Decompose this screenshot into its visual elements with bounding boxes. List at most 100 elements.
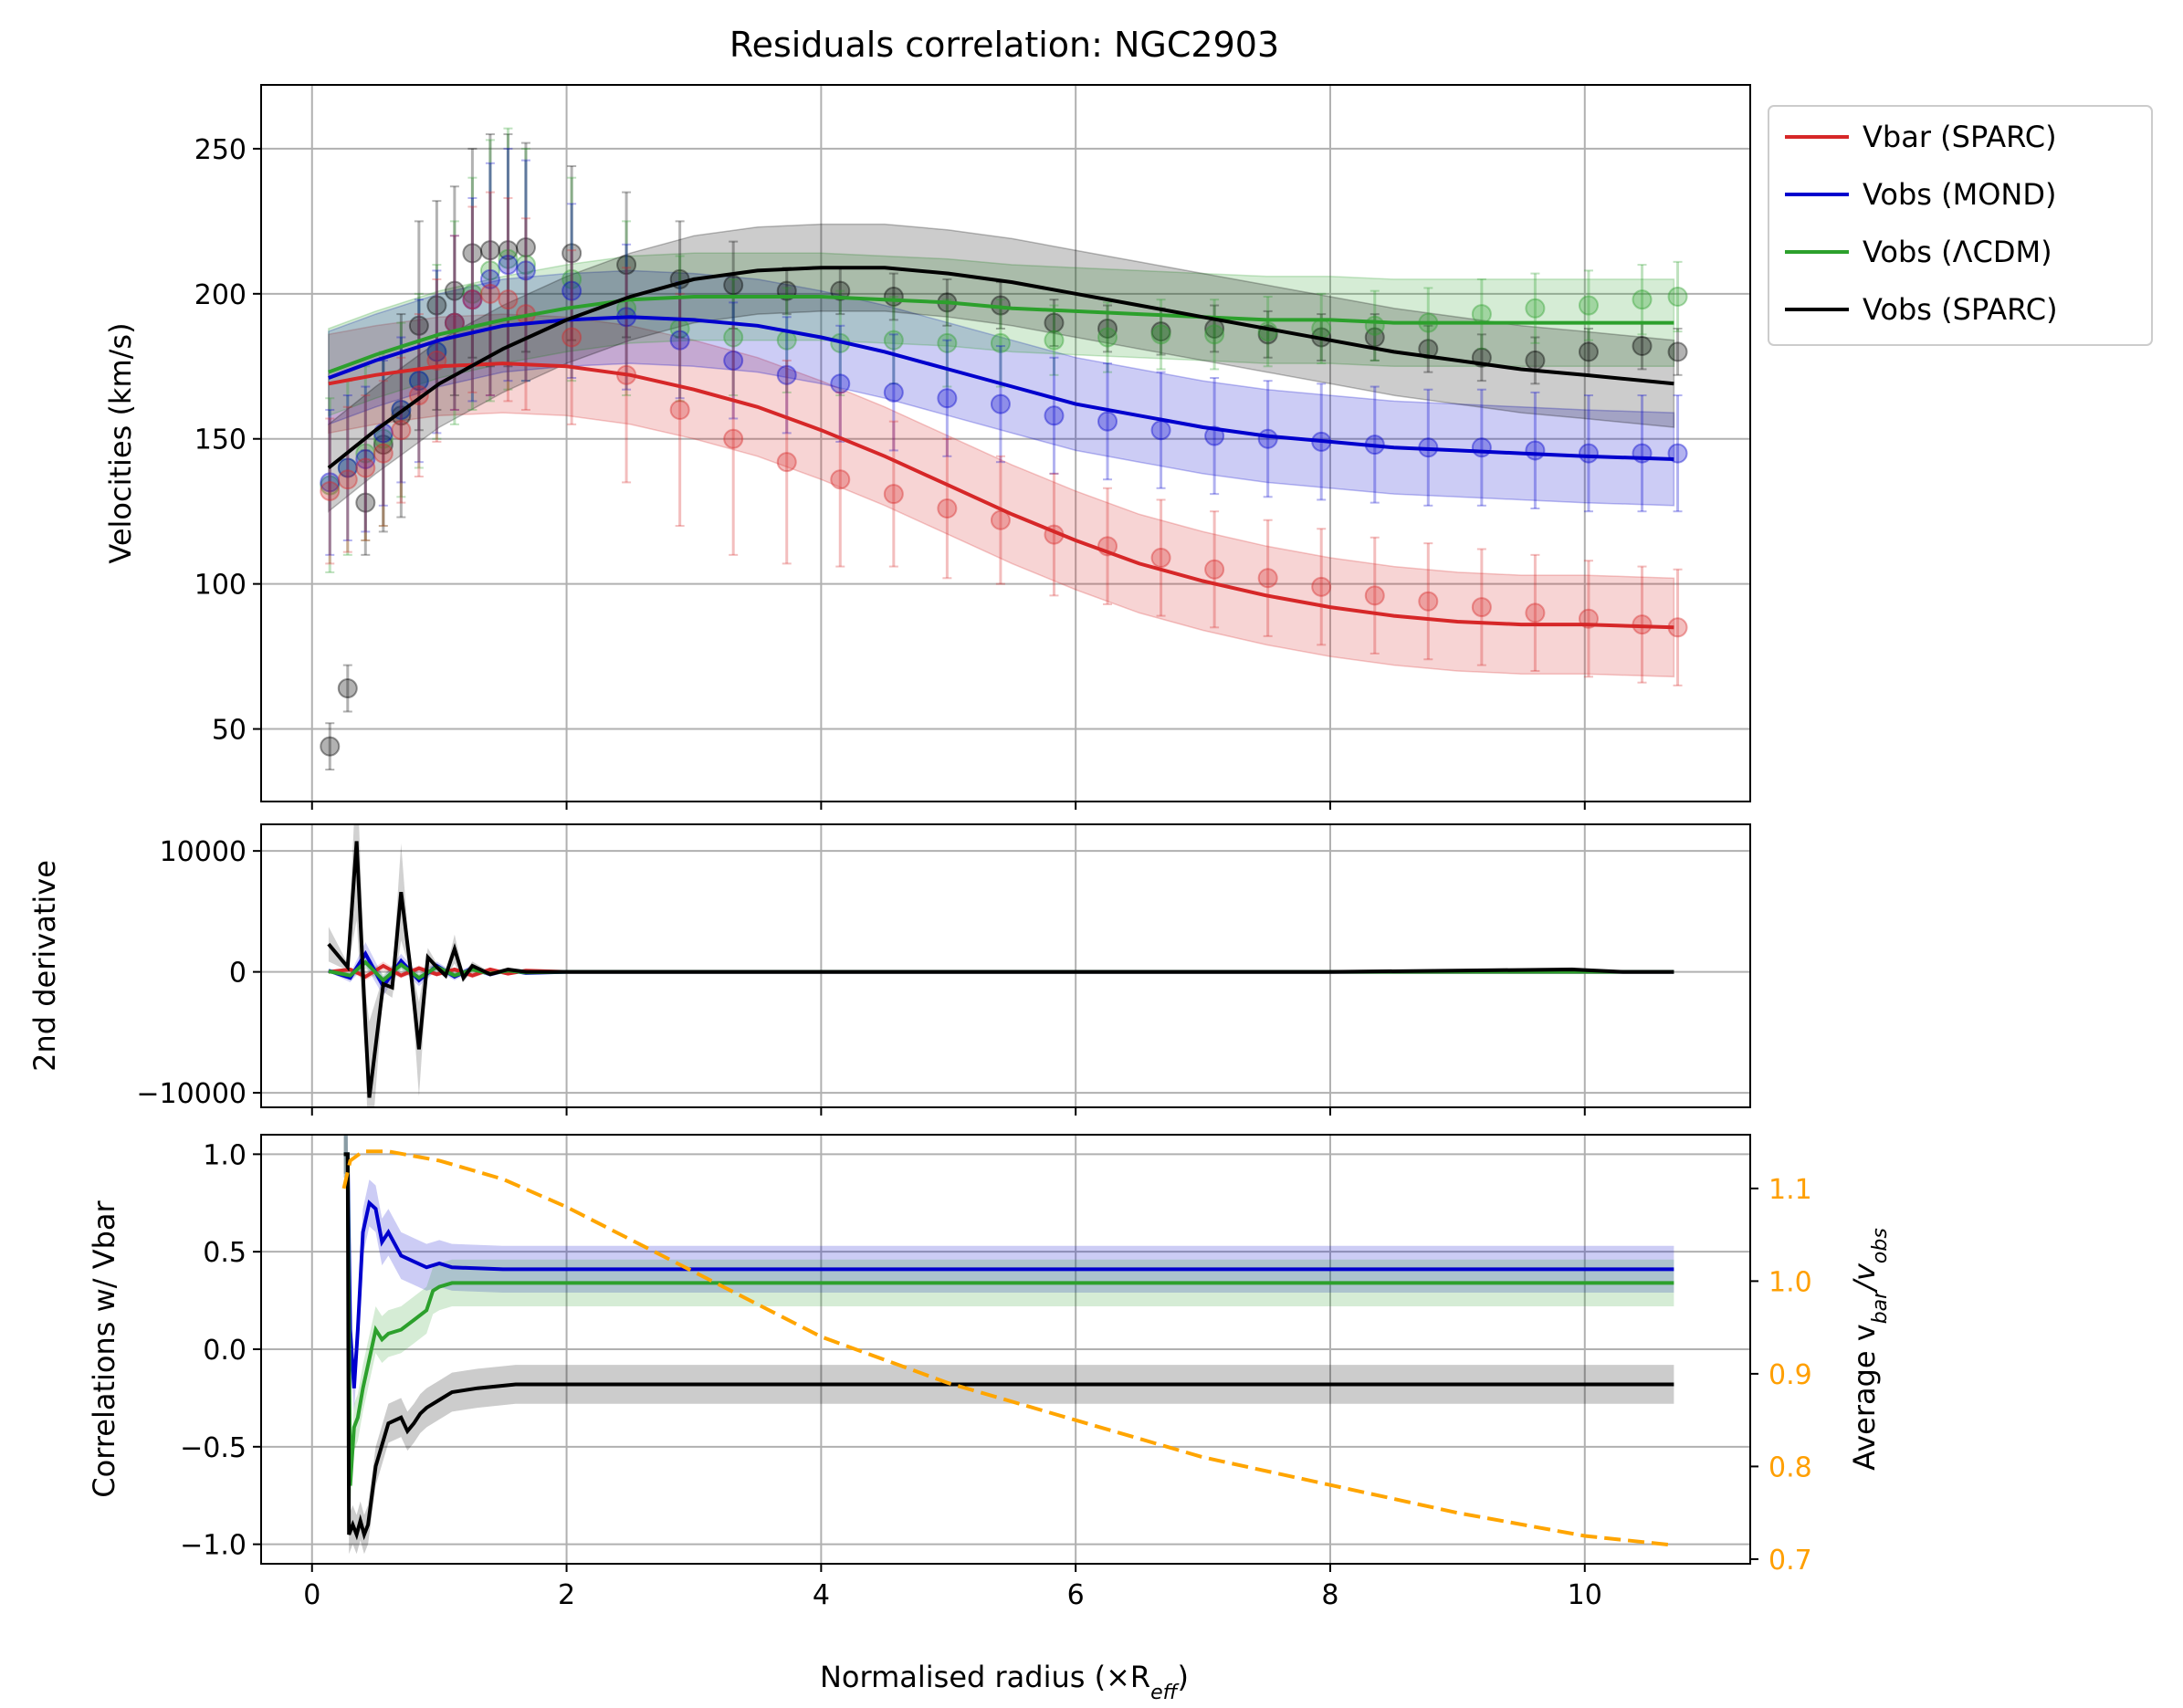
data-point xyxy=(479,283,500,304)
y2-axis-label-part: obs xyxy=(1869,1228,1892,1263)
data-point xyxy=(1311,576,1332,597)
data-point xyxy=(1097,318,1118,339)
y2-axis-label-part: Average v xyxy=(1847,1324,1882,1471)
legend-box xyxy=(1768,105,2153,346)
y-tick-label: 0.0 xyxy=(203,1335,247,1367)
y2-tick-label: 1.1 xyxy=(1768,1174,1812,1206)
data-point xyxy=(1471,597,1492,618)
data-point xyxy=(830,469,851,490)
data-point xyxy=(515,260,536,281)
data-point xyxy=(408,371,429,392)
chart-title: Residuals correlation: NGC2903 xyxy=(729,25,1279,65)
data-point xyxy=(1150,321,1171,342)
data-point xyxy=(1257,428,1278,449)
band-Vobs (ΛCDM) xyxy=(328,252,1675,417)
data-point xyxy=(1257,568,1278,589)
data-point xyxy=(990,332,1011,353)
data-point xyxy=(561,327,582,348)
data-point xyxy=(1097,411,1118,432)
curve-Vobs (ΛCDM) xyxy=(343,1152,1674,1486)
data-point xyxy=(1418,591,1439,612)
data-point xyxy=(1471,304,1492,325)
data-point xyxy=(498,248,519,269)
data-point xyxy=(1578,443,1599,464)
data-point xyxy=(1525,603,1546,623)
data-point xyxy=(937,498,958,519)
y-tick-label: −10000 xyxy=(136,1078,247,1110)
y-tick-label: −0.5 xyxy=(180,1432,247,1464)
data-point xyxy=(1044,330,1065,351)
curve-Vobs (SPARC) xyxy=(327,841,1674,1098)
y2-tick-label: 1.0 xyxy=(1768,1266,1812,1298)
data-point xyxy=(937,388,958,409)
data-point xyxy=(830,373,851,394)
data-point xyxy=(1667,287,1688,308)
velocities-panel: 50 100 150 200 250 Velocities (km/s) xyxy=(103,84,1751,810)
data-point xyxy=(1471,437,1492,458)
data-point xyxy=(355,443,376,464)
data-point xyxy=(1364,327,1385,348)
data-point xyxy=(355,457,376,478)
data-point xyxy=(462,289,483,310)
legend-label-mond: Vobs (MOND) xyxy=(1863,177,2056,212)
data-point xyxy=(444,280,465,301)
data-point xyxy=(669,330,690,351)
data-point xyxy=(1632,289,1653,310)
correlation-frame xyxy=(260,1134,1751,1565)
data-point xyxy=(391,405,412,426)
data-point xyxy=(1204,425,1225,446)
data-point xyxy=(320,480,341,501)
correlation-plot-area xyxy=(341,1135,1674,1555)
curve-Vobs (MOND) xyxy=(343,1152,1674,1388)
data-point xyxy=(1364,585,1385,606)
x-tick-label: 2 xyxy=(558,1579,575,1611)
data-point xyxy=(462,243,483,264)
band-Vobs (ΛCDM) xyxy=(343,1135,1674,1510)
y-axis-label: Correlations w/ Vbar xyxy=(87,1200,121,1497)
data-point xyxy=(1150,548,1171,569)
y-tick-label: 0 xyxy=(229,958,247,990)
data-point xyxy=(1578,295,1599,316)
y-tick-label: 10000 xyxy=(160,836,247,868)
data-point xyxy=(391,420,412,441)
band-Vobs (MOND) xyxy=(343,1135,1674,1412)
data-point xyxy=(776,364,797,385)
data-point xyxy=(373,443,394,464)
y-axis-label: 2nd derivative xyxy=(27,860,62,1072)
data-point xyxy=(337,678,358,699)
data-point xyxy=(990,393,1011,414)
data-point xyxy=(479,268,500,289)
data-point xyxy=(669,399,690,420)
data-point xyxy=(515,236,536,257)
y-tick-label: 150 xyxy=(194,424,247,456)
curve-ratio xyxy=(341,1149,1674,1547)
data-point xyxy=(479,260,500,281)
x-axis-label: Normalised radius (×Reff) xyxy=(820,1660,1189,1704)
y2-tick-label: 0.7 xyxy=(1768,1545,1812,1577)
y-tick-label: 200 xyxy=(194,279,247,311)
legend-label-sparc: Vobs (SPARC) xyxy=(1863,292,2058,327)
data-point xyxy=(937,332,958,353)
data-point xyxy=(723,428,744,449)
data-point xyxy=(1311,318,1332,339)
data-point xyxy=(1044,405,1065,426)
y-tick-label: 250 xyxy=(194,134,247,166)
data-point xyxy=(561,243,582,264)
data-point xyxy=(561,280,582,301)
derivative-frame xyxy=(260,823,1751,1108)
curve-Vobs (SPARC) xyxy=(327,266,1674,470)
x-tick-label: 0 xyxy=(303,1579,320,1611)
derivative-plot-area xyxy=(327,824,1674,1107)
curve-Vobs (MOND) xyxy=(328,315,1674,461)
band-Vobs (MOND) xyxy=(328,269,1675,507)
data-point xyxy=(355,448,376,469)
velocities-frame xyxy=(260,84,1751,802)
data-point xyxy=(776,452,797,473)
y2-axis-label: Average vbar/vobs xyxy=(1847,1228,1892,1471)
data-point xyxy=(883,484,904,505)
data-point xyxy=(462,289,483,310)
data-point xyxy=(1364,315,1385,336)
data-point xyxy=(1150,420,1171,441)
data-point xyxy=(1578,341,1599,362)
